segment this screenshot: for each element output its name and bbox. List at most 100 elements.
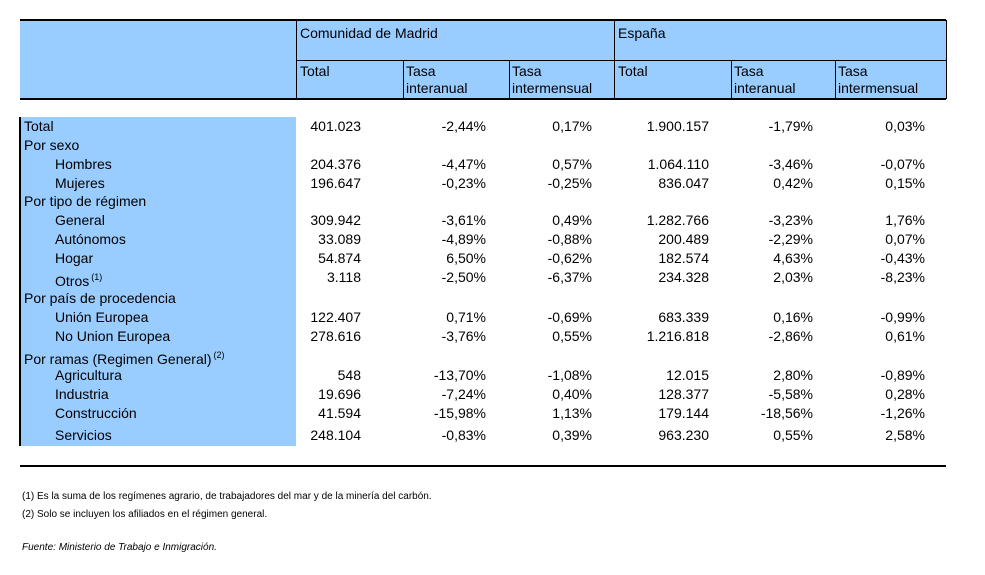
header-divider bbox=[614, 20, 615, 99]
row-label: Por tipo de régimen bbox=[24, 192, 146, 211]
table-cell: -0,88% bbox=[547, 231, 592, 247]
table-cell: 548 bbox=[337, 367, 361, 383]
source-note: Fuente: Ministerio de Trabajo e Inmigrac… bbox=[22, 542, 217, 553]
row-label-text: Otros bbox=[55, 273, 90, 289]
table-row: Servicios 248.104 -0,83% 0,39% 963.230 0,55% 2… bbox=[20, 426, 946, 445]
footnote: (1) Es la suma de los regímenes agrario,… bbox=[22, 491, 432, 502]
row-label: Otros (1) bbox=[55, 268, 102, 291]
table-cell: -2,50% bbox=[441, 269, 486, 285]
row-label-text: Hombres bbox=[55, 156, 112, 172]
table-row: Por tipo de régimen bbox=[20, 192, 946, 211]
table-cell: 0,28% bbox=[885, 386, 925, 402]
column-header: Tasa intermensual bbox=[838, 63, 919, 96]
row-label: General bbox=[55, 211, 105, 230]
row-label: Hombres bbox=[55, 155, 112, 174]
column-header: Total bbox=[300, 63, 330, 79]
row-label-text: Total bbox=[24, 118, 54, 134]
group-header-madrid: Comunidad de Madrid bbox=[300, 25, 438, 41]
table-cell: -3,23% bbox=[768, 212, 813, 228]
table-cell: 248.104 bbox=[310, 427, 361, 443]
column-header: Total bbox=[618, 63, 648, 79]
row-label-text: Unión Europea bbox=[55, 309, 149, 325]
table-cell: -18,56% bbox=[760, 405, 813, 421]
column-header: Tasa interanual bbox=[734, 63, 796, 96]
row-label: Agricultura bbox=[55, 366, 122, 385]
row-label-text: General bbox=[55, 212, 105, 228]
table-cell: 4,63% bbox=[773, 250, 813, 266]
table-cell: 122.407 bbox=[310, 309, 361, 325]
footnote-marker: (2) bbox=[213, 350, 225, 360]
table-cell: 1.064.110 bbox=[647, 156, 709, 172]
table-cell: 0,40% bbox=[552, 386, 592, 402]
row-label-text: Hogar bbox=[55, 250, 94, 266]
table-cell: 2,58% bbox=[885, 427, 925, 443]
row-label-text: No Union Europea bbox=[55, 328, 171, 344]
table-cell: -4,89% bbox=[441, 231, 486, 247]
table-cell: -0,83% bbox=[441, 427, 486, 443]
group-header-espana: España bbox=[618, 25, 666, 41]
table-cell: 0,39% bbox=[552, 427, 592, 443]
table-cell: -4,47% bbox=[441, 156, 486, 172]
table-cell: 2,03% bbox=[773, 269, 813, 285]
label-column-background bbox=[20, 117, 296, 446]
table-row: Agricultura 548 -13,70% -1,08% 12.015 2,80% -0… bbox=[20, 366, 946, 385]
table-cell: 309.942 bbox=[310, 212, 361, 228]
table-cell: -0,23% bbox=[441, 175, 486, 191]
header-mid-rule bbox=[296, 60, 946, 61]
header-top-rule bbox=[20, 19, 946, 21]
table-cell: 1.216.818 bbox=[646, 328, 709, 344]
table-row: Hombres 204.376 -4,47% 0,57% 1.064.110 -3,46%… bbox=[20, 155, 946, 174]
table-row: Total 401.023 -2,44% 0,17% 1.900.157 -1,79% 0,… bbox=[20, 117, 946, 136]
table-row: Otros (1) 3.118 -2,50% -6,37% 234.328 2,03% -8,… bbox=[20, 268, 946, 289]
table-row: Por ramas (Regimen General) (2) bbox=[20, 346, 946, 367]
table-cell: 0,07% bbox=[885, 231, 925, 247]
row-label-text: Construcción bbox=[55, 405, 137, 421]
header-divider bbox=[835, 61, 836, 99]
table-cell: 128.377 bbox=[658, 386, 709, 402]
table-cell: -0,69% bbox=[547, 309, 592, 325]
table-cell: -7,24% bbox=[441, 386, 486, 402]
row-label: Hogar bbox=[55, 249, 93, 268]
table-cell: -1,26% bbox=[880, 405, 925, 421]
table-cell: -0,43% bbox=[880, 250, 925, 266]
table-cell: 0,49% bbox=[552, 212, 592, 228]
row-label: Por ramas (Regimen General) (2) bbox=[24, 346, 225, 369]
column-header: Tasa interanual bbox=[406, 63, 468, 96]
table-cell: -2,29% bbox=[768, 231, 813, 247]
table-cell: 0,15% bbox=[885, 175, 925, 191]
row-label: Autónomos bbox=[55, 230, 126, 249]
table-cell: 19.696 bbox=[318, 386, 361, 402]
table-row: General 309.942 -3,61% 0,49% 1.282.766 -3,23%… bbox=[20, 211, 946, 230]
footnote: (2) Solo se incluyen los afiliados en el… bbox=[22, 509, 268, 520]
row-label: Por país de procedencia bbox=[24, 289, 176, 308]
table-cell: -3,61% bbox=[441, 212, 486, 228]
table-cell: 54.874 bbox=[318, 250, 361, 266]
table-cell: -0,25% bbox=[547, 175, 592, 191]
header-divider bbox=[403, 61, 404, 99]
table-cell: 196.647 bbox=[310, 175, 361, 191]
table-cell: 179.144 bbox=[658, 405, 709, 421]
row-label: Mujeres bbox=[55, 174, 105, 193]
table-cell: -0,99% bbox=[880, 309, 925, 325]
column-header: Tasa intermensual bbox=[512, 63, 593, 96]
header-background bbox=[20, 20, 946, 99]
table-row: Unión Europea 122.407 0,71% -0,69% 683.339 0,… bbox=[20, 308, 946, 327]
footnote-marker: (1) bbox=[91, 272, 103, 282]
table-row: Hogar 54.874 6,50% -0,62% 182.574 4,63% -0,43% bbox=[20, 249, 946, 268]
row-label: Servicios bbox=[55, 426, 112, 445]
table-cell: -2,44% bbox=[441, 118, 486, 134]
row-label: Unión Europea bbox=[55, 308, 148, 327]
row-label-text: Industria bbox=[55, 386, 109, 402]
table-cell: 12.015 bbox=[666, 367, 709, 383]
table-cell: 0,42% bbox=[773, 175, 813, 191]
table-row: Autónomos 33.089 -4,89% -0,88% 200.489 -2,29%… bbox=[20, 230, 946, 249]
table-cell: 0,55% bbox=[552, 328, 592, 344]
row-label-text: Por sexo bbox=[24, 137, 80, 153]
row-label: No Union Europea bbox=[55, 327, 170, 346]
table-cell: -1,08% bbox=[547, 367, 592, 383]
table-cell: -8,23% bbox=[880, 269, 925, 285]
table-cell: 0,17% bbox=[552, 118, 592, 134]
table-cell: 401.023 bbox=[310, 118, 361, 134]
table-cell: 683.339 bbox=[658, 309, 709, 325]
table-cell: 0,03% bbox=[885, 118, 925, 134]
